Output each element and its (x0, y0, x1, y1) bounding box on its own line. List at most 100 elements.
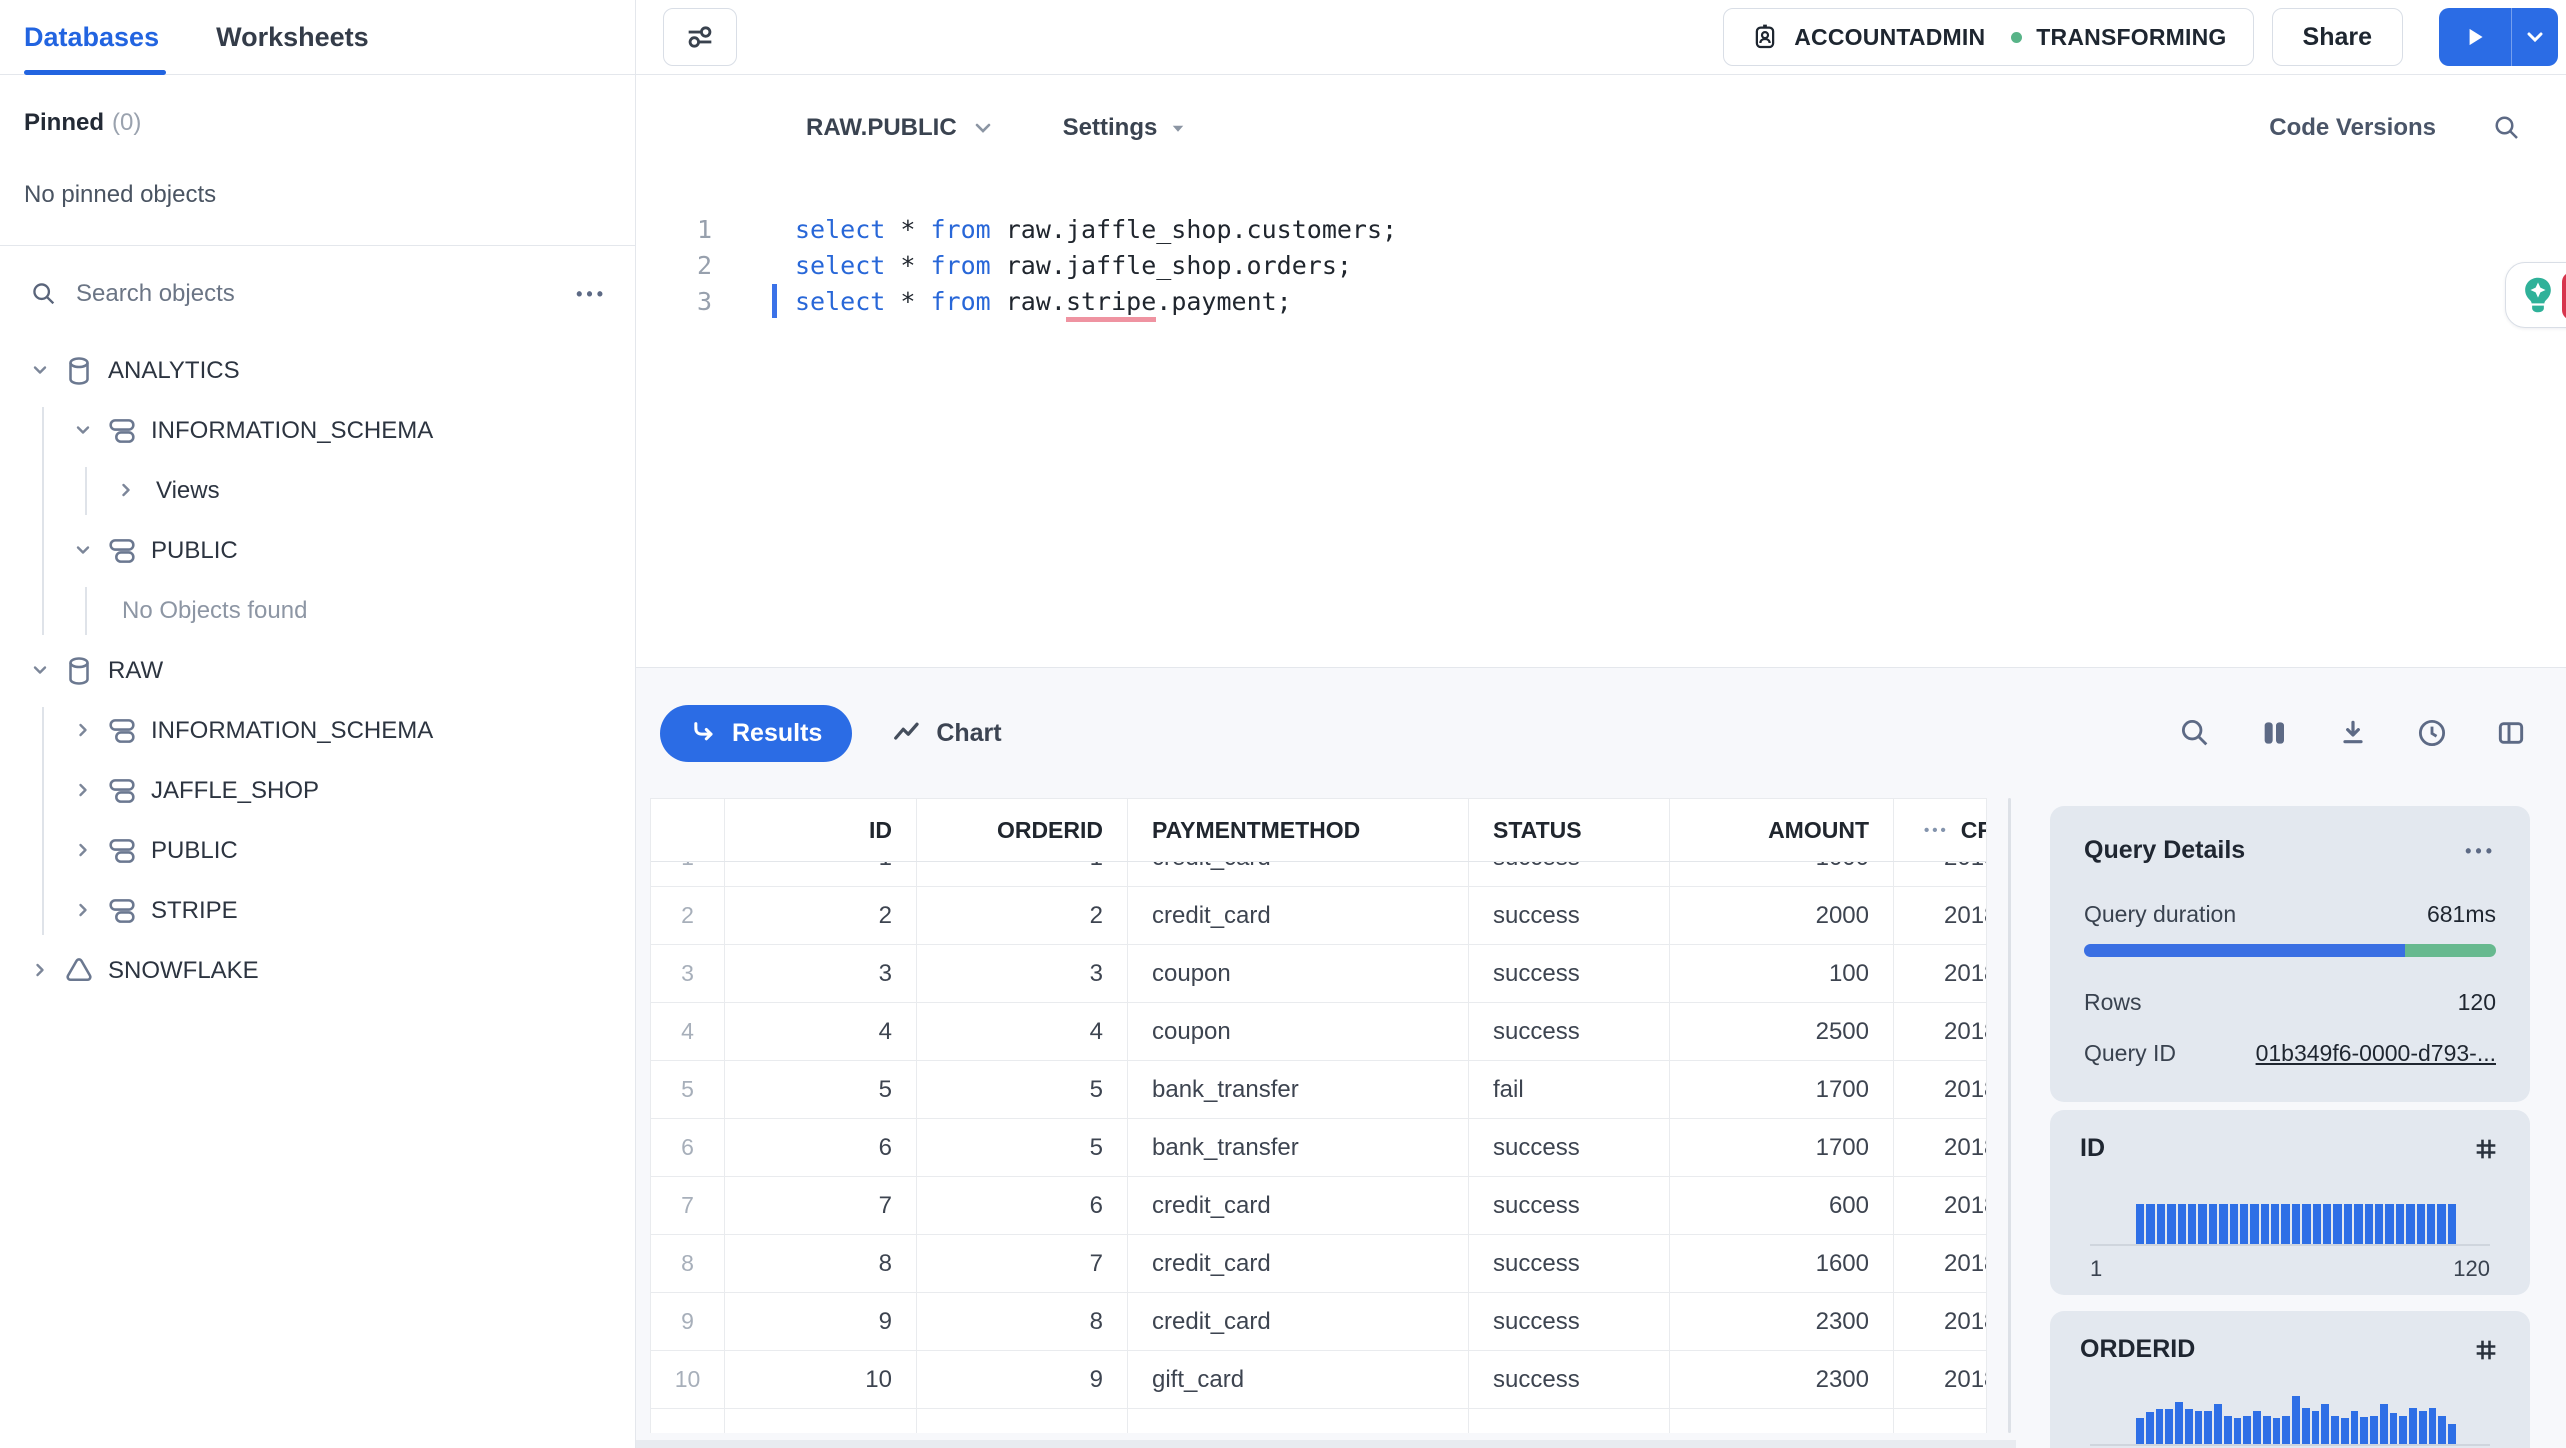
cell-orderid[interactable] (917, 1409, 1128, 1433)
tab-chart[interactable]: Chart (892, 718, 1002, 748)
run-options-button[interactable] (2512, 8, 2558, 66)
cell-orderid[interactable]: 4 (917, 1003, 1128, 1060)
cell-method[interactable]: coupon (1128, 945, 1469, 1002)
tree-item-information-schema[interactable]: INFORMATION_SCHEMA (0, 401, 635, 461)
cell-method[interactable]: bank_transfer (1128, 1061, 1469, 1118)
run-button[interactable] (2439, 8, 2512, 66)
orderid-histogram[interactable] (2136, 1396, 2456, 1444)
cell-id[interactable]: 10 (725, 1351, 917, 1408)
cell-status[interactable]: success (1469, 1235, 1670, 1292)
cell-id[interactable]: 9 (725, 1293, 917, 1350)
tab-databases[interactable]: Databases (24, 21, 160, 52)
table-row[interactable]: 444couponsuccess25002018- (651, 1003, 1986, 1061)
chevron-right-icon[interactable] (28, 958, 54, 984)
filters-button[interactable] (663, 8, 737, 66)
cell-id[interactable]: 3 (725, 945, 917, 1002)
row-number-cell[interactable]: 10 (651, 1351, 725, 1408)
row-number-cell[interactable]: 4 (651, 1003, 725, 1060)
copilot-suggestion-widget[interactable]: 1 (2505, 262, 2566, 328)
cell-created[interactable] (1894, 1409, 1986, 1433)
search-objects-input[interactable] (76, 280, 577, 308)
context-selector-button[interactable]: ACCOUNTADMIN TRANSFORMING (1723, 8, 2254, 66)
share-button[interactable]: Share (2271, 8, 2403, 66)
query-id-link[interactable]: 01b349f6-0000-d793-... (2255, 1040, 2496, 1066)
editor-search-icon[interactable] (2492, 113, 2522, 143)
tree-item-stripe[interactable]: STRIPE (0, 881, 635, 941)
database-context-dropdown[interactable]: RAW.PUBLIC (806, 114, 995, 142)
results-vertical-scrollbar[interactable] (2008, 798, 2011, 1433)
cell-status[interactable]: success (1469, 1177, 1670, 1234)
cell-method[interactable]: gift_card (1128, 1351, 1469, 1408)
cell-method[interactable] (1128, 1409, 1469, 1433)
cell-amount[interactable]: 600 (1670, 1177, 1894, 1234)
download-button[interactable] (2334, 714, 2372, 752)
cell-amount[interactable]: 2000 (1670, 887, 1894, 944)
row-number-cell[interactable]: 7 (651, 1177, 725, 1234)
row-number-cell[interactable]: 8 (651, 1235, 725, 1292)
cell-id[interactable]: 4 (725, 1003, 917, 1060)
cell-id[interactable]: 5 (725, 1061, 917, 1118)
chevron-down-icon[interactable] (71, 418, 97, 444)
code-line-1[interactable]: 1 select * from raw.jaffle_shop.customers… (636, 211, 2566, 247)
results-horizontal-scrollbar[interactable] (636, 1440, 2016, 1448)
chevron-right-icon[interactable] (71, 838, 97, 864)
row-number-cell[interactable]: 6 (651, 1119, 725, 1176)
cell-method[interactable]: credit_card (1128, 1293, 1469, 1350)
cell-amount[interactable]: 1700 (1670, 1119, 1894, 1176)
column-header-created[interactable]: •••CREATED (1894, 799, 1986, 861)
cell-method[interactable]: credit_card (1128, 887, 1469, 944)
cell-id[interactable]: 6 (725, 1119, 917, 1176)
code-line-2[interactable]: 2 select * from raw.jaffle_shop.orders; (636, 247, 2566, 283)
cell-orderid[interactable]: 9 (917, 1351, 1128, 1408)
cell-method[interactable]: credit_card (1128, 1235, 1469, 1292)
settings-dropdown[interactable]: Settings (1063, 114, 1188, 142)
cell-id[interactable]: 2 (725, 887, 917, 944)
cell-orderid[interactable]: 8 (917, 1293, 1128, 1350)
cell-status[interactable] (1469, 1409, 1670, 1433)
chevron-down-icon[interactable] (28, 358, 54, 384)
row-number-cell[interactable]: 2 (651, 887, 725, 944)
cell-status[interactable]: fail (1469, 1061, 1670, 1118)
chevron-right-icon[interactable] (71, 718, 97, 744)
tree-item-jaffle-shop[interactable]: JAFFLE_SHOP (0, 761, 635, 821)
tree-item-public[interactable]: PUBLIC (0, 521, 635, 581)
cell-orderid[interactable]: 7 (917, 1235, 1128, 1292)
id-histogram[interactable] (2136, 1204, 2457, 1244)
cell-status[interactable]: success (1469, 1119, 1670, 1176)
row-number-cell[interactable]: 9 (651, 1293, 725, 1350)
cell-orderid[interactable]: 1 (917, 862, 1128, 886)
history-button[interactable] (2413, 714, 2451, 752)
cell-amount[interactable]: 1600 (1670, 1235, 1894, 1292)
cell-method[interactable]: bank_transfer (1128, 1119, 1469, 1176)
results-search-button[interactable] (2176, 714, 2214, 752)
cell-orderid[interactable]: 6 (917, 1177, 1128, 1234)
table-row[interactable]: 333couponsuccess1002018- (651, 945, 1986, 1003)
cell-status[interactable]: success (1469, 1351, 1670, 1408)
cell-amount[interactable]: 100 (1670, 945, 1894, 1002)
column-header-id[interactable]: ID (725, 799, 917, 861)
tree-item-raw[interactable]: RAW (0, 641, 635, 701)
cell-amount[interactable] (1670, 1409, 1894, 1433)
column-header-orderid[interactable]: ORDERID (917, 799, 1128, 861)
cell-method[interactable]: coupon (1128, 1003, 1469, 1060)
search-options-menu[interactable]: ••• (576, 284, 607, 304)
tree-item-public[interactable]: PUBLIC (0, 821, 635, 881)
cell-id[interactable]: 8 (725, 1235, 917, 1292)
row-number-cell[interactable] (651, 1409, 725, 1433)
tab-results[interactable]: Results (660, 704, 853, 762)
chevron-down-icon[interactable] (28, 658, 54, 684)
